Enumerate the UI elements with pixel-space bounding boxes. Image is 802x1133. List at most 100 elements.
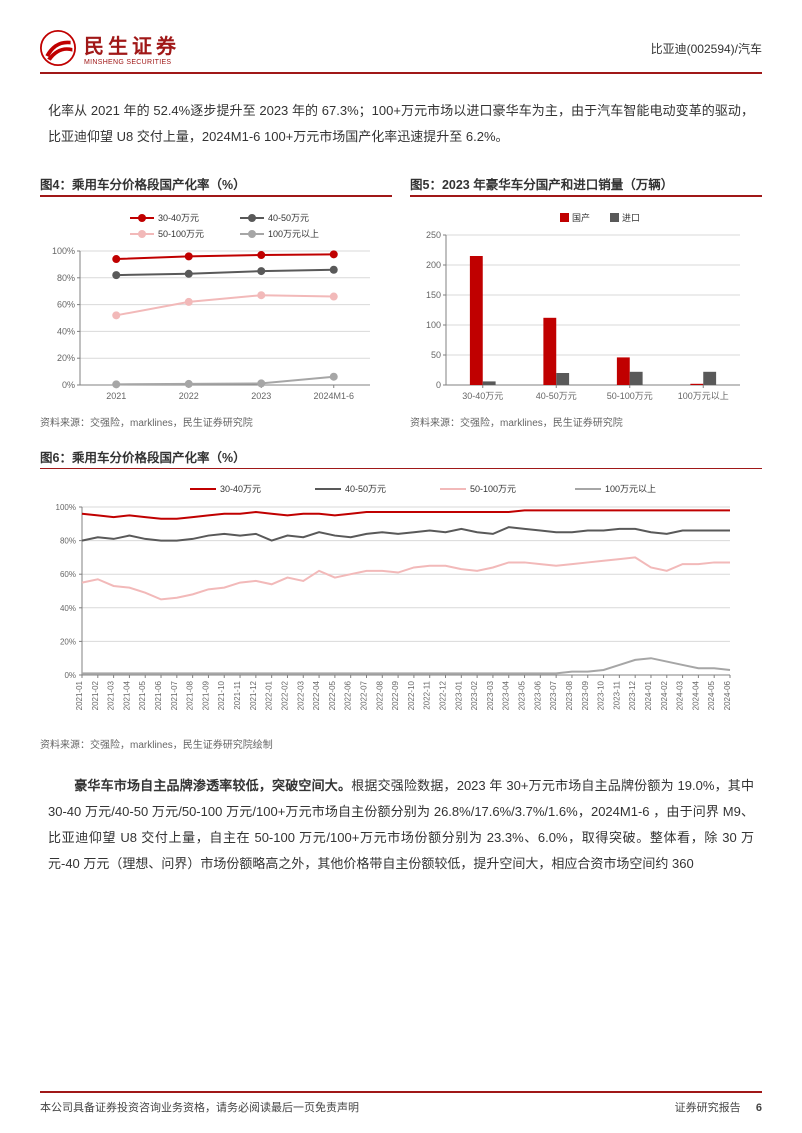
svg-text:2024-06: 2024-06	[723, 680, 732, 710]
chart5-title: 图5：2023 年豪华车分国产和进口销量（万辆）	[410, 174, 762, 193]
chart4-container: 图4：乘用车分价格段国产化率（%） 30-40万元40-50万元50-100万元…	[40, 174, 392, 429]
svg-text:2021-04: 2021-04	[122, 680, 131, 710]
svg-text:2021-12: 2021-12	[249, 680, 258, 710]
ticker-label: 比亚迪(002594)/汽车	[651, 40, 762, 57]
svg-text:2021-03: 2021-03	[107, 680, 116, 710]
chart6-source: 资料来源：交强险，marklines，民生证券研究院绘制	[40, 736, 762, 751]
svg-text:2022-03: 2022-03	[296, 680, 305, 710]
footer-doc-type: 证券研究报告	[675, 1102, 741, 1114]
svg-text:2021-07: 2021-07	[170, 680, 179, 710]
svg-text:40%: 40%	[57, 326, 75, 336]
svg-text:50-100万元: 50-100万元	[470, 484, 516, 494]
svg-text:2022-09: 2022-09	[391, 680, 400, 710]
svg-text:2023-02: 2023-02	[470, 680, 479, 710]
svg-text:2023: 2023	[251, 391, 271, 401]
svg-text:2021: 2021	[106, 391, 126, 401]
chart6-plot: 30-40万元40-50万元50-100万元100万元以上0%20%40%60%…	[40, 477, 740, 727]
svg-text:2023-09: 2023-09	[581, 680, 590, 710]
svg-text:2024-05: 2024-05	[707, 680, 716, 710]
svg-text:250: 250	[426, 230, 441, 240]
svg-text:2022-07: 2022-07	[359, 680, 368, 710]
chart5-underline	[410, 195, 762, 197]
company-logo-icon	[40, 30, 76, 66]
chart5-source: 资料来源：交强险，marklines，民生证券研究院	[410, 414, 762, 429]
svg-text:60%: 60%	[57, 299, 75, 309]
svg-text:50-100万元: 50-100万元	[158, 229, 204, 239]
svg-text:0: 0	[436, 380, 441, 390]
svg-text:2023-07: 2023-07	[549, 680, 558, 710]
svg-text:2022-10: 2022-10	[407, 680, 416, 710]
svg-text:2021-08: 2021-08	[186, 680, 195, 710]
svg-text:2023-05: 2023-05	[518, 680, 527, 710]
svg-text:2021-11: 2021-11	[233, 680, 242, 709]
svg-text:2021-06: 2021-06	[154, 680, 163, 710]
svg-text:2022-11: 2022-11	[423, 680, 432, 709]
footer-page-number: 6	[756, 1102, 762, 1114]
company-name-en: MINSHENG SECURITIES	[84, 59, 180, 66]
svg-text:2023-08: 2023-08	[565, 680, 574, 710]
chart4-title: 图4：乘用车分价格段国产化率（%）	[40, 174, 392, 193]
svg-text:2023-10: 2023-10	[597, 680, 606, 710]
svg-text:2024-04: 2024-04	[691, 680, 700, 710]
chart4-underline	[40, 195, 392, 197]
chart5-container: 图5：2023 年豪华车分国产和进口销量（万辆） 国产进口05010015020…	[410, 174, 762, 429]
svg-text:2023-11: 2023-11	[612, 680, 621, 709]
svg-text:30-40万元: 30-40万元	[158, 213, 199, 223]
svg-text:2023-12: 2023-12	[628, 680, 637, 710]
svg-text:100万元以上: 100万元以上	[268, 229, 319, 239]
svg-text:2024-01: 2024-01	[644, 680, 653, 710]
svg-text:2023-01: 2023-01	[454, 680, 463, 710]
svg-text:进口: 进口	[622, 213, 640, 223]
page-header: 民生证券 MINSHENG SECURITIES 比亚迪(002594)/汽车	[40, 30, 762, 66]
svg-text:50: 50	[431, 350, 441, 360]
svg-text:2021-02: 2021-02	[91, 680, 100, 710]
svg-text:2021-09: 2021-09	[201, 680, 210, 710]
svg-text:60%: 60%	[60, 570, 76, 579]
svg-text:30-40万元: 30-40万元	[462, 391, 503, 401]
svg-text:80%: 80%	[60, 537, 76, 546]
svg-text:20%: 20%	[60, 637, 76, 646]
svg-text:20%: 20%	[57, 353, 75, 363]
chart4-plot: 30-40万元40-50万元50-100万元100万元以上0%20%40%60%…	[40, 205, 380, 405]
svg-text:80%: 80%	[57, 272, 75, 282]
company-name-cn: 民生证券	[84, 30, 180, 59]
svg-text:2022-06: 2022-06	[344, 680, 353, 710]
svg-text:100万元以上: 100万元以上	[605, 484, 656, 494]
svg-text:2024-02: 2024-02	[660, 680, 669, 710]
header-rule	[40, 72, 762, 74]
chart6-title: 图6：乘用车分价格段国产化率（%）	[40, 447, 762, 466]
paragraph2-bold: 豪华车市场自主品牌渗透率较低，突破空间大。	[74, 778, 351, 793]
chart6-container: 图6：乘用车分价格段国产化率（%） 30-40万元 40-50万元 50-100万元…	[40, 447, 762, 752]
svg-text:2021-10: 2021-10	[217, 680, 226, 710]
svg-text:40%: 40%	[60, 604, 76, 613]
svg-text:2023-06: 2023-06	[533, 680, 542, 710]
svg-text:100%: 100%	[56, 503, 76, 512]
svg-text:国产: 国产	[572, 212, 590, 223]
chart4-source: 资料来源：交强险，marklines，民生证券研究院	[40, 414, 392, 429]
svg-text:2024-03: 2024-03	[676, 680, 685, 710]
chart6-underline	[40, 468, 762, 470]
svg-text:2022-12: 2022-12	[439, 680, 448, 710]
svg-text:40-50万元: 40-50万元	[536, 391, 577, 401]
svg-text:2023-04: 2023-04	[502, 680, 511, 710]
svg-text:30-40万元: 30-40万元	[220, 484, 261, 494]
svg-text:0%: 0%	[62, 380, 75, 390]
svg-text:40-50万元: 40-50万元	[345, 484, 386, 494]
svg-text:2021-05: 2021-05	[138, 680, 147, 710]
footer-rule	[40, 1091, 762, 1093]
svg-text:2023-03: 2023-03	[486, 680, 495, 710]
svg-text:100%: 100%	[52, 246, 75, 256]
body-paragraph-2: 豪华车市场自主品牌渗透率较低，突破空间大。根据交强险数据，2023 年 30+万…	[48, 773, 754, 877]
logo-block: 民生证券 MINSHENG SECURITIES	[40, 30, 180, 66]
svg-text:2022-04: 2022-04	[312, 680, 321, 710]
page-footer: 本公司具备证券投资咨询业务资格，请务必阅读最后一页免责声明 证券研究报告 6	[40, 1091, 762, 1115]
svg-text:2024M1-6: 2024M1-6	[313, 391, 354, 401]
svg-text:2021-01: 2021-01	[75, 680, 84, 710]
footer-disclaimer: 本公司具备证券投资咨询业务资格，请务必阅读最后一页免责声明	[40, 1099, 359, 1115]
svg-text:100万元以上: 100万元以上	[678, 391, 729, 401]
svg-text:100: 100	[426, 320, 441, 330]
svg-text:50-100万元: 50-100万元	[607, 391, 653, 401]
svg-text:2022-01: 2022-01	[265, 680, 274, 710]
chart5-plot: 国产进口05010015020025030-40万元40-50万元50-100万…	[410, 205, 750, 405]
svg-text:2022-08: 2022-08	[375, 680, 384, 710]
